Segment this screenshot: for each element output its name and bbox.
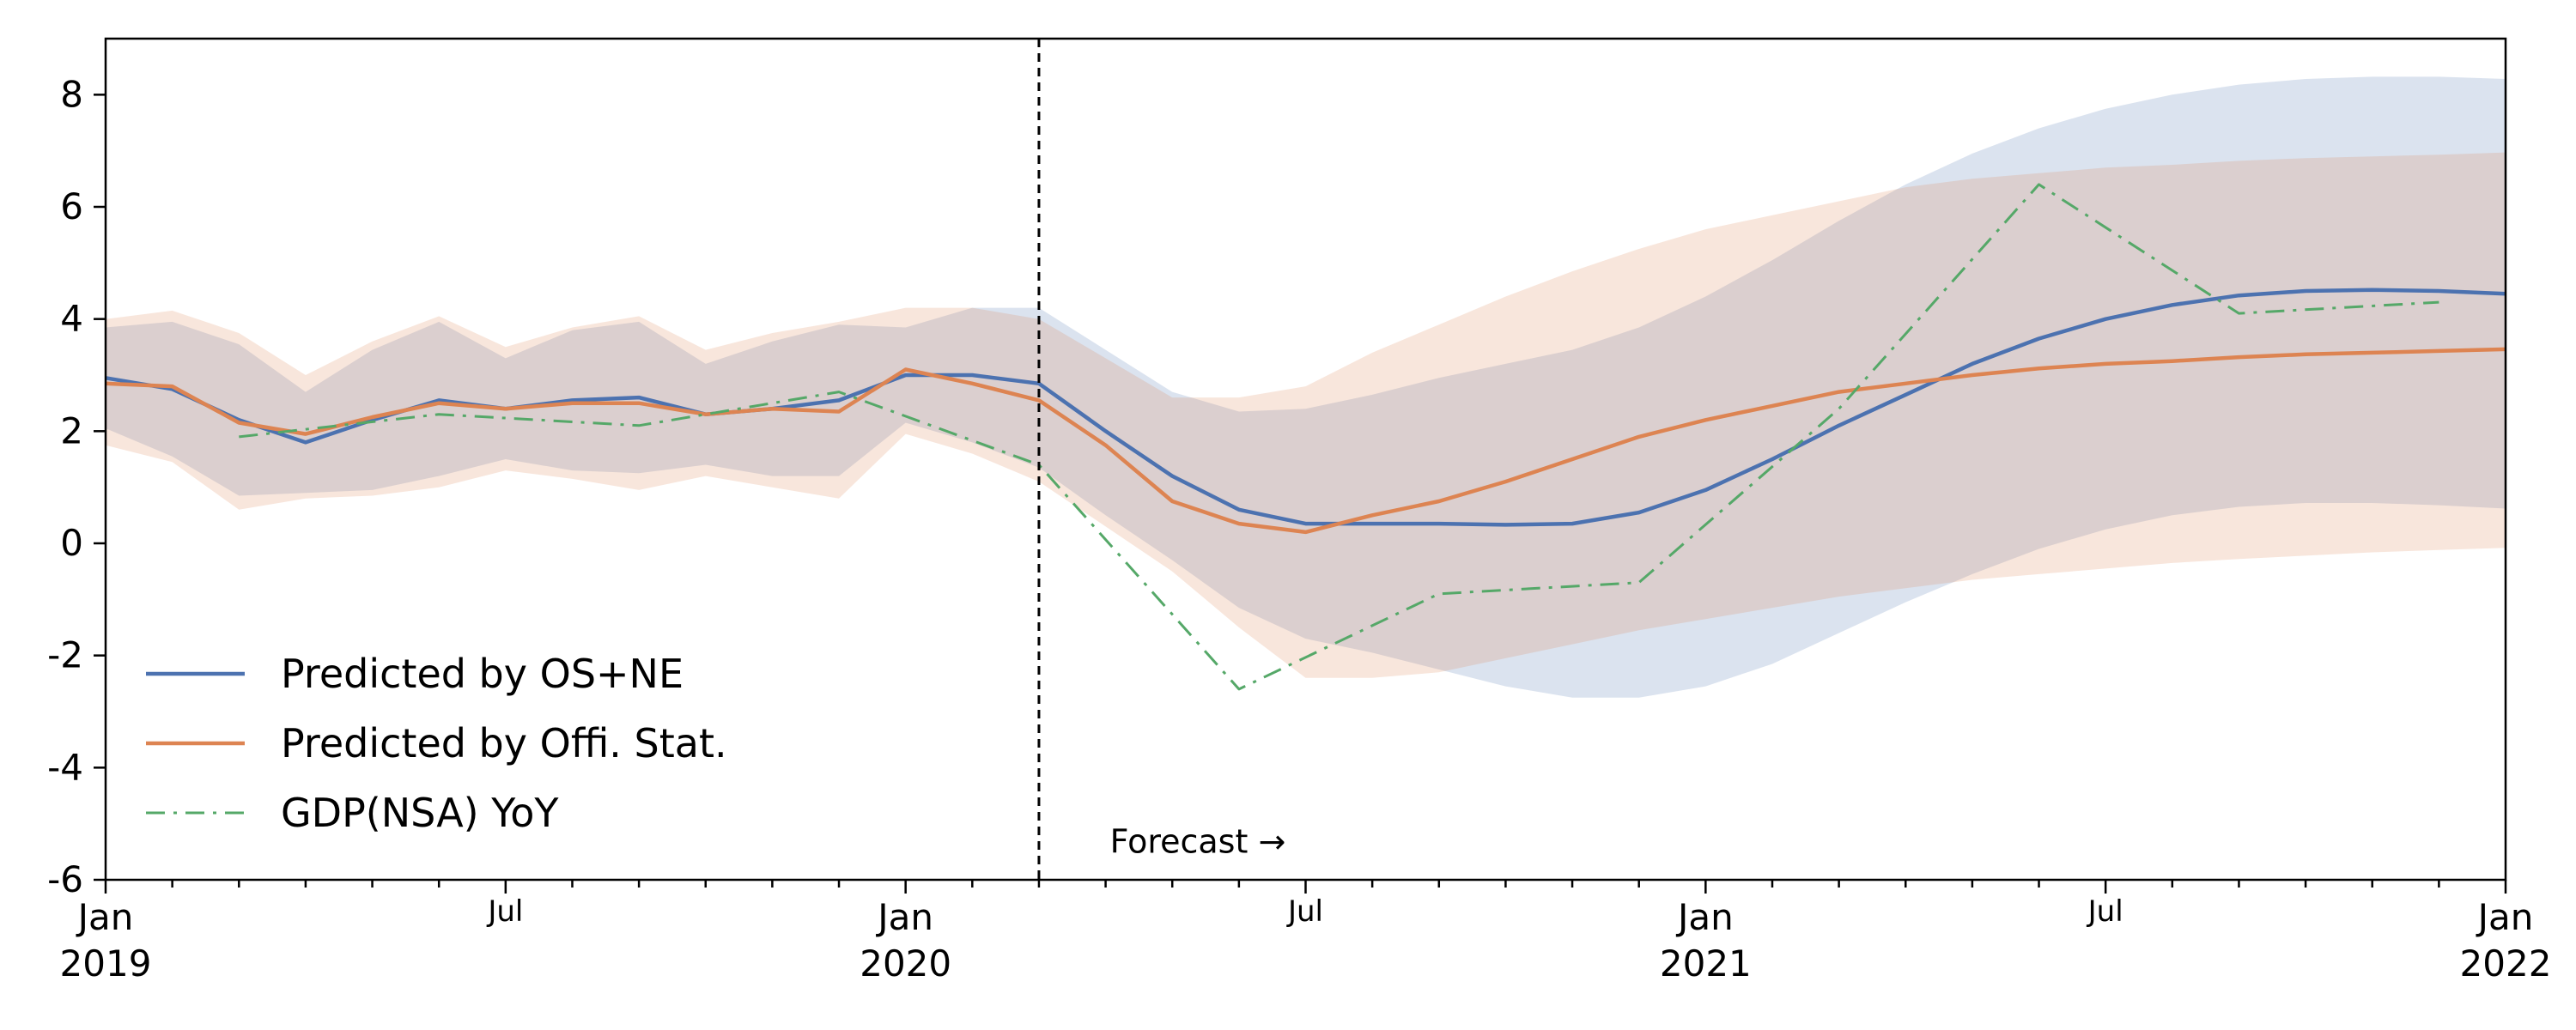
confidence-bands xyxy=(106,76,2506,698)
confidence-band-2 xyxy=(106,152,2506,678)
y-tick-label: 4 xyxy=(60,298,83,340)
legend-label: Predicted by OS+NE xyxy=(281,651,683,697)
x-tick-label: Jul xyxy=(1286,894,1323,929)
confidence-band-1 xyxy=(106,76,2506,698)
x-tick-year-label: 2019 xyxy=(60,942,152,985)
y-tick-label: -2 xyxy=(47,634,83,676)
x-tick-label: Jan xyxy=(875,896,933,938)
x-tick-year-label: 2020 xyxy=(860,942,951,985)
x-tick-label: Jan xyxy=(76,896,134,938)
forecast-annotation: Forecast → xyxy=(1110,822,1286,860)
x-tick-label: Jan xyxy=(2476,896,2534,938)
y-tick-label: 2 xyxy=(60,409,83,451)
x-tick-label: Jul xyxy=(486,894,523,929)
x-tick-year-label: 2021 xyxy=(1660,942,1752,985)
annotation-layer: Forecast → xyxy=(1110,822,1286,860)
x-tick-label: Jan xyxy=(1675,896,1734,938)
legend-label: Predicted by Offi. Stat. xyxy=(281,720,727,766)
x-tick-year-label: 2022 xyxy=(2460,942,2552,985)
y-tick-label: 0 xyxy=(60,522,83,564)
y-tick-label: 6 xyxy=(60,185,83,227)
x-tick-label: Jul xyxy=(2087,894,2123,929)
series-lines xyxy=(105,183,2506,691)
y-tick-label: -6 xyxy=(47,858,83,900)
y-tick-label: 8 xyxy=(60,73,83,115)
y-axis: -6 -4 -2 0 2 4 6 8 xyxy=(47,73,106,900)
legend: Predicted by OS+NE Predicted by Offi. Sta… xyxy=(146,651,727,836)
series-line-2 xyxy=(105,347,2506,535)
series-line-3 xyxy=(239,183,2439,691)
y-tick-label: -4 xyxy=(47,746,83,788)
legend-label: GDP(NSA) YoY xyxy=(281,790,559,836)
